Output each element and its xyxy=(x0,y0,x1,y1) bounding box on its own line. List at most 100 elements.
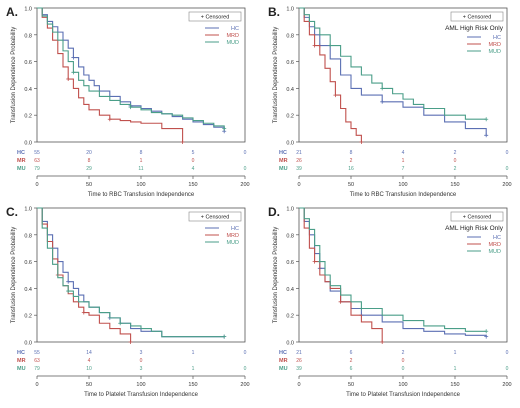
risk-table-cell: 0 xyxy=(140,358,143,364)
x-tick-label: 100 xyxy=(136,182,145,188)
risk-table-label: MU xyxy=(17,166,26,172)
y-tick-label: 0.2 xyxy=(24,114,32,120)
censor-mark xyxy=(128,105,133,110)
y-tick-label: 1.0 xyxy=(24,7,32,13)
censor-mark xyxy=(333,93,338,98)
panel-subtitle: AML High Risk Only xyxy=(445,225,504,232)
risk-table-label: MR xyxy=(17,158,26,164)
chart-panel-1: A. 0.0 0.2 0.4 0.6 0.8 1.0 Transfusion Dependen… xyxy=(6,5,250,198)
x-tick-label: 50 xyxy=(86,182,92,188)
risk-table-cell: 2 xyxy=(350,158,353,164)
risk-table-cell: 2 xyxy=(350,358,353,364)
risk-table-label: HC xyxy=(17,350,25,356)
x-tick-label: 0 xyxy=(35,182,38,188)
censor-mark xyxy=(328,43,333,48)
plot-frame xyxy=(298,207,508,343)
censor-mark xyxy=(66,289,71,294)
censor-mark xyxy=(71,70,76,75)
risk-table-cell: 0 xyxy=(506,366,509,372)
risk-table-cell: 4 xyxy=(88,358,91,364)
plot-frame xyxy=(36,207,246,343)
x-tick-label: 50 xyxy=(348,182,354,188)
risk-table-cell: 14 xyxy=(86,350,92,356)
legend-censored-label: + Censored xyxy=(463,215,492,221)
y-tick-label: 0.4 xyxy=(24,87,32,93)
legend-entry-mrd: MRD xyxy=(488,42,501,48)
censor-mark xyxy=(312,43,317,48)
censor-mark xyxy=(380,99,385,104)
legend-entry-mud: MUD xyxy=(488,49,501,55)
legend-entry-mud: MUD xyxy=(226,240,239,246)
risk-table-cell: 21 xyxy=(296,350,302,356)
y-tick-label: 0.8 xyxy=(286,233,294,239)
risk-table-cell: 0 xyxy=(244,350,247,356)
risk-table-cell: 55 xyxy=(34,350,40,356)
y-tick-label: 0.6 xyxy=(24,60,32,66)
risk-table-cell: 0 xyxy=(402,366,405,372)
x-tick-label: 150 xyxy=(188,382,197,388)
y-axis-label: Transfusion Dependence Probability xyxy=(11,27,17,124)
legend-censored-box xyxy=(188,11,242,22)
censor-mark xyxy=(312,259,317,264)
chart-panel-2: B. 0.0 0.2 0.4 0.6 0.8 1.0 Transfusion Dependen… xyxy=(268,5,512,198)
series-line-mud xyxy=(299,207,487,332)
risk-table-cell: 0 xyxy=(454,158,457,164)
series-line-mrd xyxy=(299,207,383,342)
panel-letter: D. xyxy=(268,205,280,219)
censor-mark xyxy=(359,306,364,311)
risk-table-cell: 7 xyxy=(402,166,405,172)
x-tick-label: 150 xyxy=(450,182,459,188)
risk-table-cell: 26 xyxy=(296,158,302,164)
x-tick-label: 150 xyxy=(450,382,459,388)
x-tick-label: 50 xyxy=(86,382,92,388)
risk-table-cell: 63 xyxy=(34,358,40,364)
legend-entry-hc: HC xyxy=(493,235,501,241)
x-tick-label: 100 xyxy=(398,382,407,388)
risk-table-cell: 8 xyxy=(88,158,91,164)
y-tick-label: 0.8 xyxy=(24,233,32,239)
y-tick-label: 0.4 xyxy=(286,287,294,293)
y-tick-label: 0.6 xyxy=(286,60,294,66)
x-tick-label: 150 xyxy=(188,182,197,188)
risk-table-label: MR xyxy=(279,358,288,364)
censor-mark xyxy=(484,334,489,339)
risk-table-label: MR xyxy=(279,158,288,164)
series-line-mud xyxy=(299,7,487,120)
risk-table-cell: 16 xyxy=(348,166,354,172)
y-axis-label: Transfusion Dependence Probability xyxy=(273,227,279,324)
y-axis-label: Transfusion Dependence Probability xyxy=(11,227,17,324)
y-tick-label: 0.4 xyxy=(286,87,294,93)
y-tick-label: 0.6 xyxy=(286,260,294,266)
chart-panel-4: D. 0.0 0.2 0.4 0.6 0.8 1.0 Transfusion Dependen… xyxy=(268,205,512,398)
censor-mark xyxy=(81,310,86,315)
risk-table-cell: 79 xyxy=(34,366,40,372)
risk-table-cell: 3 xyxy=(140,366,143,372)
risk-table-cell: 20 xyxy=(86,150,92,156)
risk-table-cell: 0 xyxy=(506,150,509,156)
censor-mark xyxy=(118,321,123,326)
risk-table-cell: 39 xyxy=(296,366,302,372)
y-tick-label: 1.0 xyxy=(286,7,294,13)
risk-table-cell: 0 xyxy=(244,150,247,156)
censor-mark xyxy=(66,279,71,284)
risk-table-label: MR xyxy=(17,358,26,364)
series-line-hc xyxy=(37,207,225,338)
plot-frame xyxy=(36,7,246,143)
y-tick-label: 0.8 xyxy=(286,33,294,39)
risk-table-cell: 1 xyxy=(192,366,195,372)
risk-table-label: MU xyxy=(279,366,288,372)
y-tick-label: 0.0 xyxy=(24,341,32,347)
risk-table-cell: 0 xyxy=(244,166,247,172)
risk-table-label: HC xyxy=(17,150,25,156)
legend-censored-label: + Censored xyxy=(201,15,230,21)
legend-censored-box xyxy=(450,11,504,22)
x-axis-label: Time to Platelet Transfusion Independenc… xyxy=(84,392,199,398)
legend-entry-mud: MUD xyxy=(488,249,501,255)
panel-subtitle: AML High Risk Only xyxy=(445,25,504,32)
risk-table-cell: 55 xyxy=(34,150,40,156)
risk-table-label: HC xyxy=(279,350,287,356)
risk-table-cell: 0 xyxy=(244,366,247,372)
legend-entry-mrd: MRD xyxy=(226,33,239,39)
